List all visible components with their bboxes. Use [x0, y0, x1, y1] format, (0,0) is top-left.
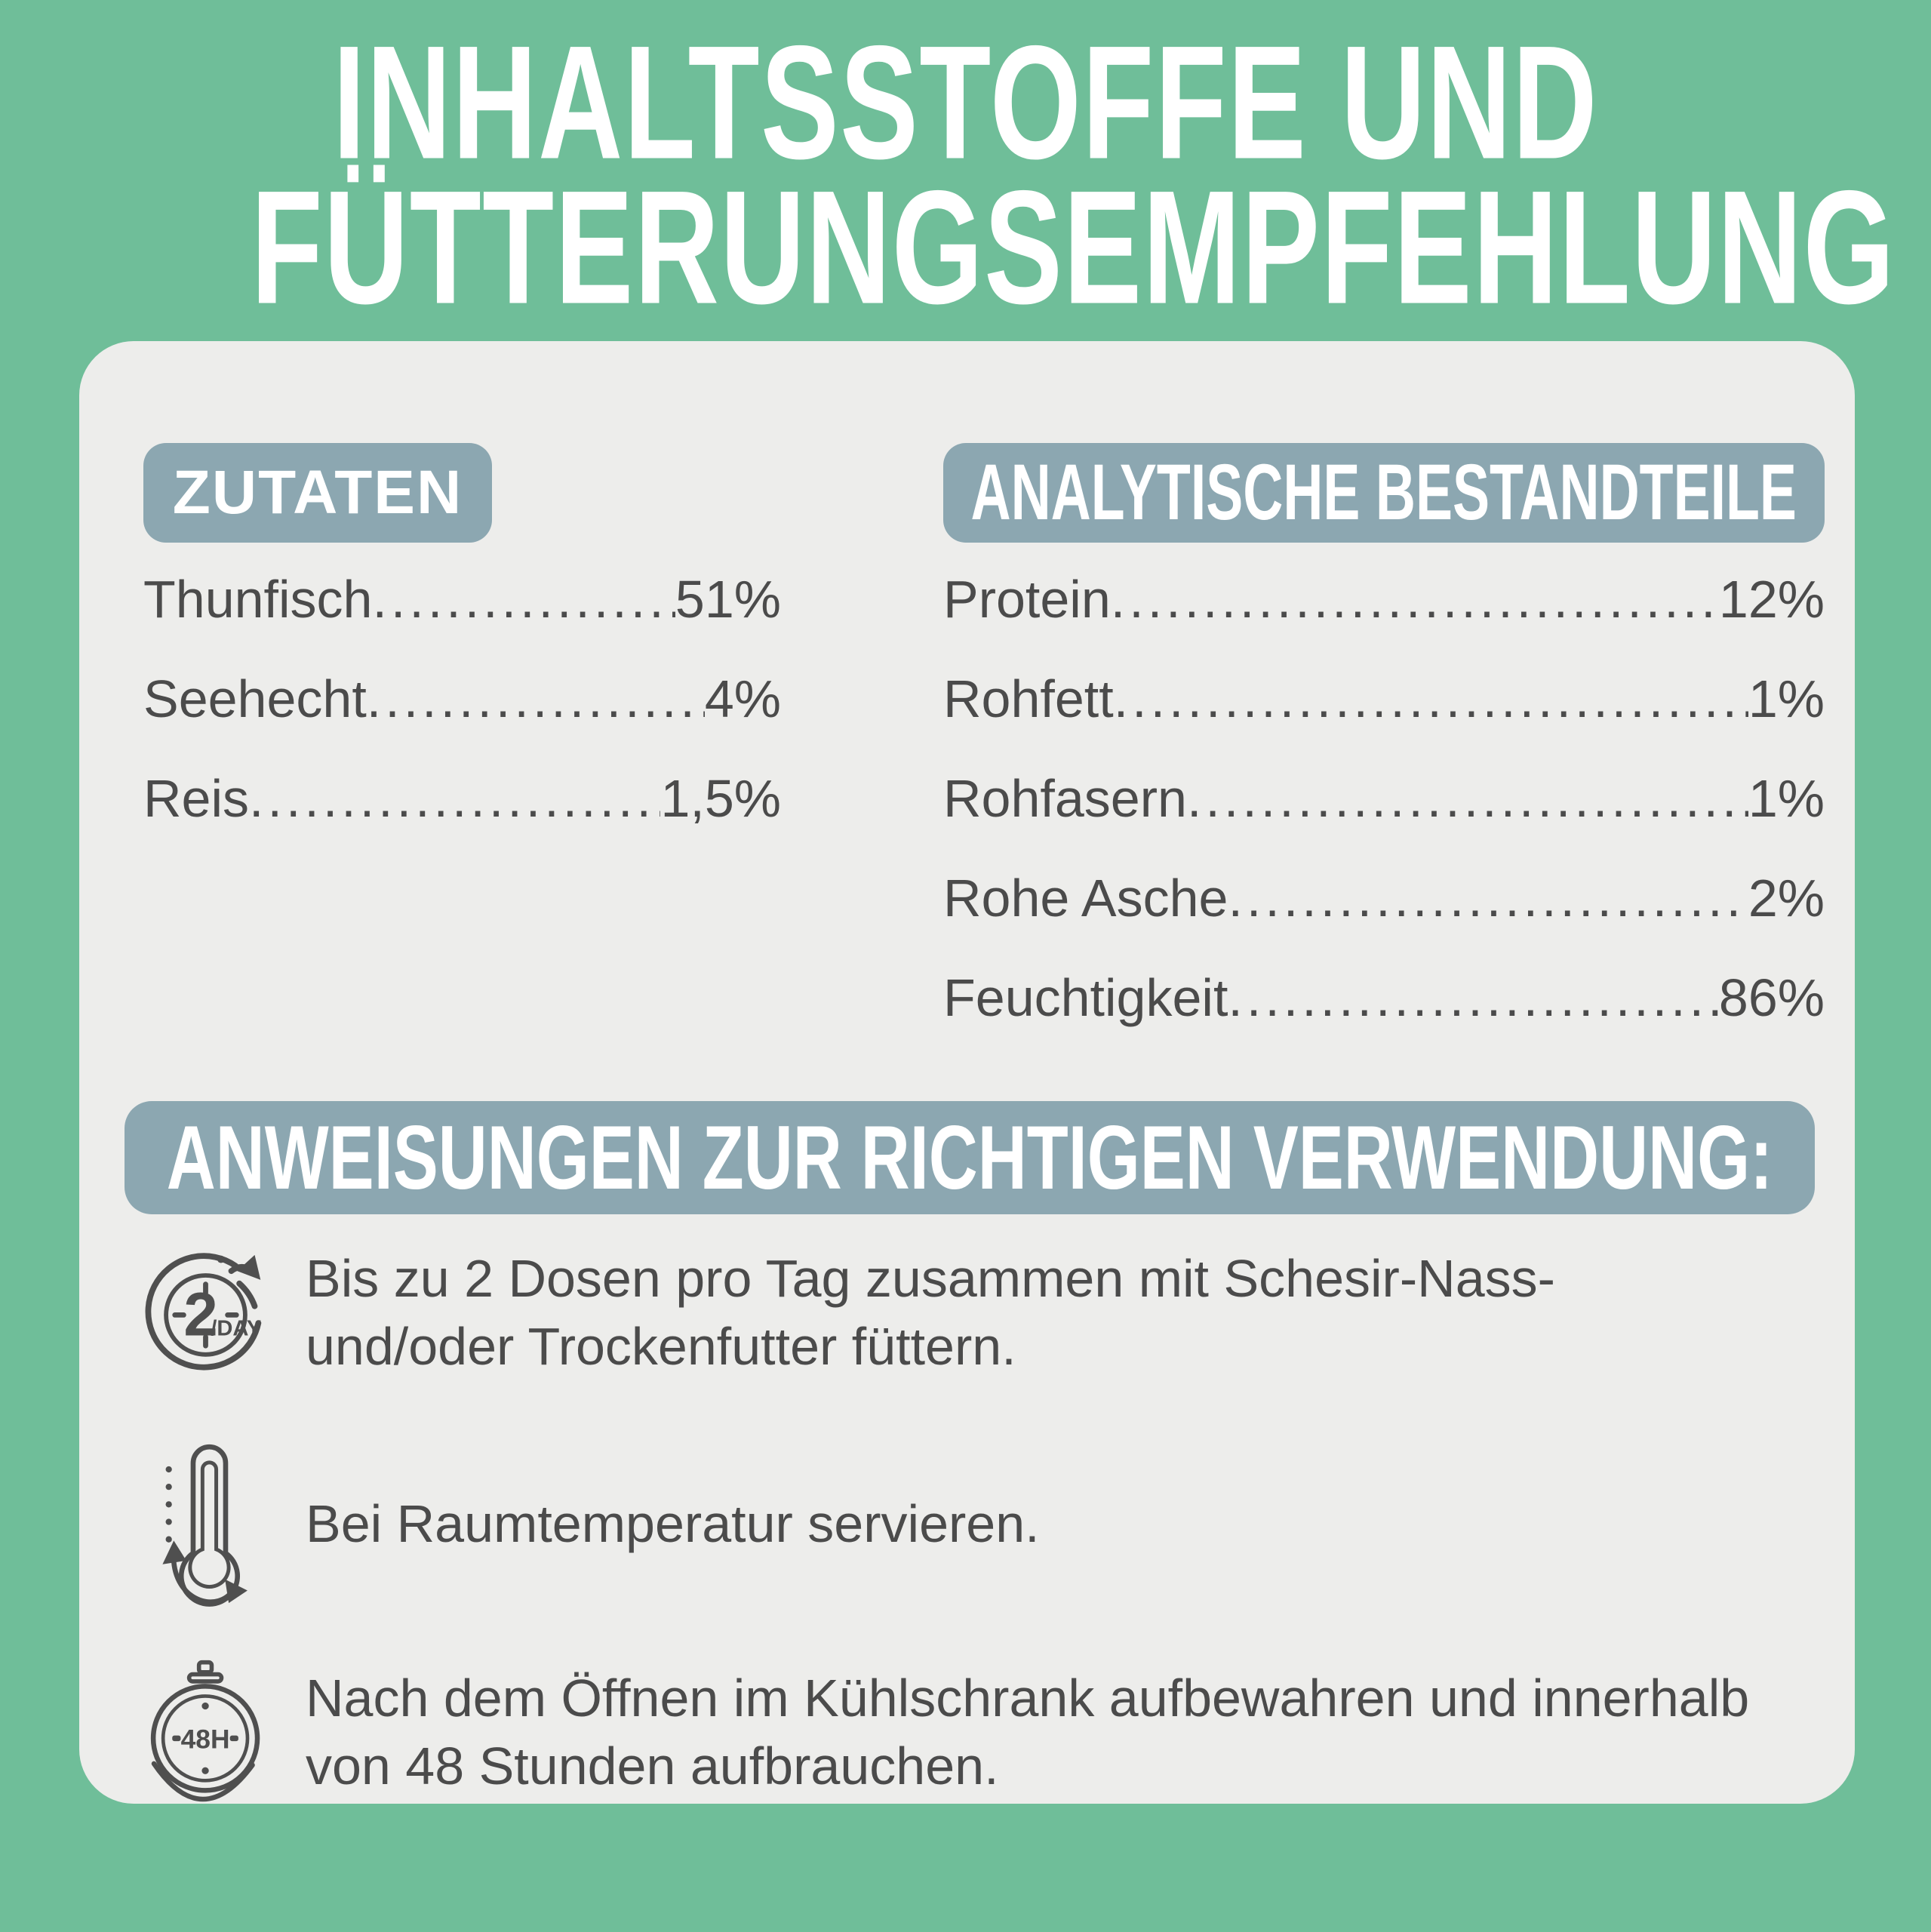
dot-leader [1228, 968, 1718, 1028]
dot-leader [372, 569, 675, 629]
instruction-item: 2 /DAY Bis zu 2 Dosen pro Tag zusammen m… [132, 1244, 1825, 1380]
analytische-header-label: ANALYTISCHE BESTANDTEILE [970, 448, 1797, 537]
analysis-row: Rohe Asche 2% [943, 868, 1825, 928]
instruction-item: Bei Raumtemperatur servieren. [132, 1433, 1825, 1614]
ingredient-row: Reis 1,5% [143, 768, 781, 829]
instruction-text: Bei Raumtemperatur servieren. [306, 1494, 1040, 1553]
title-line-1: INHALTSSTOFFE UND [333, 11, 1598, 193]
analysis-value: 1% [1748, 769, 1825, 828]
dot-leader [1228, 868, 1748, 928]
room-temperature-thermometer-icon [132, 1433, 279, 1614]
dot-leader [1111, 569, 1719, 629]
analysis-label: Rohe Asche [943, 869, 1228, 928]
zutaten-header-chip: ZUTATEN [143, 443, 492, 543]
dot-leader [249, 768, 660, 829]
title-line-2: FÜTTERUNGSEMPFEHLUNG [251, 156, 1896, 338]
analysis-row: Protein 12% [943, 569, 1825, 629]
analysis-value: 2% [1748, 869, 1825, 928]
analysis-value: 86% [1718, 968, 1825, 1027]
analytische-header-chip: ANALYTISCHE BESTANDTEILE [943, 443, 1825, 543]
dot-leader [367, 669, 705, 729]
anweisungen-header-label: ANWEISUNGEN ZUR RICHTIGEN VERWENDUNG: [166, 1107, 1773, 1208]
analysis-label: Rohfett [943, 669, 1114, 728]
icon-text-day: /DAY [211, 1316, 261, 1340]
page-title: INHALTSSTOFFE UND FÜTTERUNGSEMPFEHLUNG [0, 11, 1931, 338]
nutrition-columns: ZUTATEN Thunfisch 51% Seehecht 4% Reis 1… [143, 443, 1825, 1067]
two-per-day-clock-icon: 2 /DAY [132, 1251, 279, 1375]
zutaten-header-label: ZUTATEN [172, 458, 463, 527]
analysis-row: Feuchtigkeit 86% [943, 968, 1825, 1028]
analysis-row: Rohfasern 1% [943, 768, 1825, 829]
instruction-text: Bis zu 2 Dosen pro Tag zusammen mit Sche… [306, 1249, 1555, 1376]
analysis-value: 12% [1718, 570, 1825, 629]
dot-leader [1187, 768, 1748, 829]
ingredient-value: 4% [704, 669, 781, 728]
48h-stopwatch-icon: 48H [132, 1660, 279, 1804]
icon-text-48h: 48H [180, 1724, 229, 1754]
analysis-label: Feuchtigkeit [943, 968, 1228, 1027]
instruction-list: 2 /DAY Bis zu 2 Dosen pro Tag zusammen m… [132, 1244, 1825, 1804]
ingredient-value: 51% [675, 570, 781, 629]
ingredient-row: Seehecht 4% [143, 669, 781, 729]
zutaten-column: ZUTATEN Thunfisch 51% Seehecht 4% Reis 1… [143, 443, 781, 1067]
ingredient-value: 1,5% [660, 769, 781, 828]
analysis-label: Protein [943, 570, 1111, 629]
icon-text-2: 2 [183, 1280, 217, 1349]
analytische-column: ANALYTISCHE BESTANDTEILE Protein 12% Roh… [943, 443, 1825, 1067]
ingredient-row: Thunfisch 51% [143, 569, 781, 629]
dot-leader [1114, 669, 1748, 729]
content-card: ZUTATEN Thunfisch 51% Seehecht 4% Reis 1… [79, 341, 1855, 1804]
ingredient-label: Reis [143, 769, 250, 828]
analysis-row: Rohfett 1% [943, 669, 1825, 729]
ingredient-label: Thunfisch [143, 570, 373, 629]
analysis-label: Rohfasern [943, 769, 1187, 828]
anweisungen-header-banner: ANWEISUNGEN ZUR RICHTIGEN VERWENDUNG: [125, 1101, 1815, 1214]
ingredient-label: Seehecht [143, 669, 367, 728]
instruction-item: 48H Nach dem Öffnen im Kühlschrank aufbe… [132, 1660, 1825, 1804]
instruction-text: Nach dem Öffnen im Kühlschrank aufbewahr… [306, 1669, 1750, 1795]
analysis-value: 1% [1748, 669, 1825, 728]
